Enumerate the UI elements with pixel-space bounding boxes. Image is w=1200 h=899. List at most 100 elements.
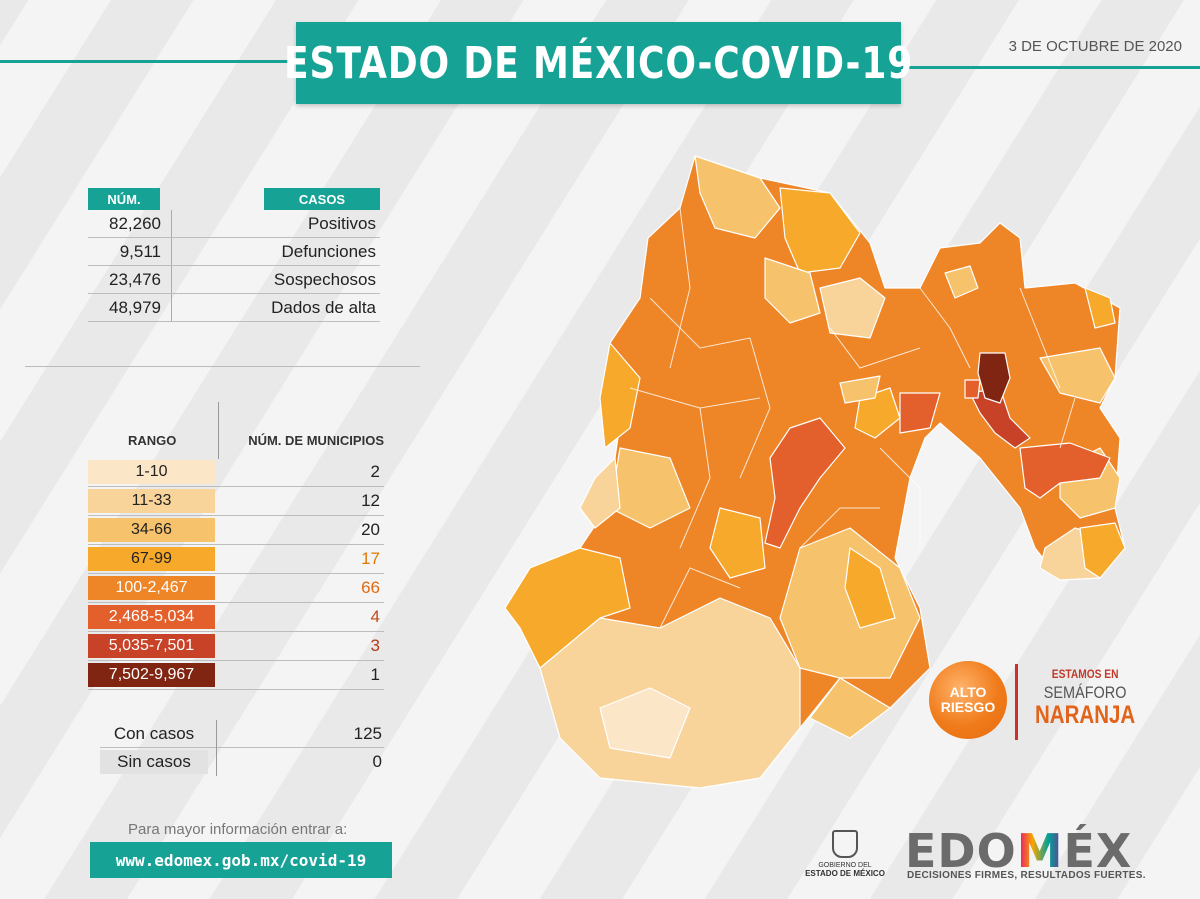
municipality-count: 12 xyxy=(361,491,380,510)
municipality-region xyxy=(539,597,801,788)
municipality-count: 2 xyxy=(370,462,380,481)
stats-row: 82,260 Positivos xyxy=(88,210,380,238)
legend-row: 1-10 2 xyxy=(88,458,384,487)
stats-rows: 82,260 Positivos 9,511 Defunciones 23,476 Sos… xyxy=(88,210,380,322)
municipality-count: 3 xyxy=(370,636,380,655)
range-swatch: 100-2,467 xyxy=(88,576,215,600)
report-date: 3 DE OCTUBRE DE 2020 xyxy=(1008,38,1182,55)
header-rule-left xyxy=(0,60,296,63)
without-cases-label: Sin casos xyxy=(100,750,208,774)
semaforo-text: SEMÁFORO xyxy=(1043,683,1127,702)
range-swatch: 34-66 xyxy=(88,518,215,542)
municipality-region xyxy=(1084,287,1116,329)
municipal-border xyxy=(919,287,971,369)
page-title: ESTADO DE MÉXICO-COVID-19 xyxy=(283,37,914,89)
cases-summary: Con casos 125 Sin casos 0 xyxy=(100,719,384,776)
with-cases-value: 125 xyxy=(353,723,382,743)
municipality-region xyxy=(599,687,691,759)
header-rule-right xyxy=(901,66,1200,69)
legend-row: 5,035-7,501 3 xyxy=(88,632,384,661)
legend-row: 67-99 17 xyxy=(88,545,384,574)
gob-line1: GOBIERNO DEL xyxy=(818,862,872,869)
range-swatch: 1-10 xyxy=(88,460,215,484)
municipal-border xyxy=(669,207,691,369)
stat-label: Dados de alta xyxy=(271,297,376,317)
stats-table: NÚM. CASOS 82,260 Positivos 9,511 Defuncion… xyxy=(88,188,380,322)
municipal-border xyxy=(649,297,751,349)
cases-separator xyxy=(216,719,217,748)
alto-text: ALTO xyxy=(949,684,987,700)
municipality-count: 4 xyxy=(370,607,380,626)
gob-line2: ESTADO DE MÉXICO xyxy=(805,869,885,878)
high-risk-badge: ALTO RIESGO xyxy=(929,661,1007,739)
municipal-border xyxy=(879,447,921,548)
legend-row: 7,502-9,967 1 xyxy=(88,661,384,690)
cases-separator xyxy=(216,748,217,776)
municipality-region xyxy=(819,277,886,339)
legend-divider xyxy=(218,402,219,459)
stats-row: 48,979 Dados de alta xyxy=(88,294,380,322)
stat-value: 82,260 xyxy=(88,210,172,237)
edomex-tagline: DECISIONES FIRMES, RESULTADOS FUERTES. xyxy=(907,870,1146,881)
municipality-count: 66 xyxy=(361,578,380,597)
state-seal-icon xyxy=(832,830,858,858)
cases-without-row: Sin casos 0 xyxy=(100,748,384,776)
section-divider xyxy=(25,366,420,367)
edomex-suffix: ÉX xyxy=(1063,824,1133,878)
municipality-region xyxy=(709,507,766,579)
stats-col-num: NÚM. xyxy=(88,188,160,210)
legend-row: 11-33 12 xyxy=(88,487,384,516)
government-logo: GOBIERNO DEL ESTADO DE MÉXICO xyxy=(800,830,890,878)
stats-header: NÚM. CASOS xyxy=(88,188,380,210)
stat-label: Defunciones xyxy=(281,241,376,261)
title-banner: ESTADO DE MÉXICO-COVID-19 xyxy=(284,22,912,104)
municipality-region xyxy=(899,392,941,434)
municipality-region xyxy=(1019,442,1111,499)
badge-separator xyxy=(1015,664,1018,740)
with-cases-label: Con casos xyxy=(113,723,195,743)
info-text: Para mayor información entrar a: xyxy=(128,821,348,838)
municipality-region xyxy=(694,155,781,239)
covid-url-link[interactable]: www.edomex.gob.mx/covid-19 xyxy=(90,842,392,878)
municipal-border xyxy=(659,567,741,629)
municipality-region xyxy=(1039,347,1116,404)
municipality-region xyxy=(764,417,846,549)
municipality-map xyxy=(504,155,1126,788)
range-swatch: 67-99 xyxy=(88,547,215,571)
municipality-region xyxy=(1079,522,1126,579)
municipality-count: 17 xyxy=(361,549,380,568)
range-legend: RANGO NÚM. DE MUNICIPIOS 1-10 2 11-33 12 34-… xyxy=(88,402,384,690)
stat-label: Positivos xyxy=(307,213,376,233)
range-swatch: 7,502-9,967 xyxy=(88,663,215,687)
stat-value: 23,476 xyxy=(88,266,172,293)
municipality-region xyxy=(809,677,891,739)
without-cases-value: 0 xyxy=(372,752,382,771)
legend-row: 100-2,467 66 xyxy=(88,574,384,603)
stats-row: 23,476 Sospechosos xyxy=(88,266,380,294)
edomex-prefix: EDO xyxy=(905,824,1017,878)
municipal-border xyxy=(679,407,711,549)
municipality-region xyxy=(844,547,896,629)
range-swatch: 2,468-5,034 xyxy=(88,605,215,629)
range-swatch: 11-33 xyxy=(88,489,215,513)
municipal-border xyxy=(739,337,771,479)
legend-row: 2,468-5,034 4 xyxy=(88,603,384,632)
municipality-region xyxy=(854,387,901,439)
legend-row: 34-66 20 xyxy=(88,516,384,545)
range-swatch: 5,035-7,501 xyxy=(88,634,215,658)
municipality-region xyxy=(779,187,861,274)
legend-header: RANGO NÚM. DE MUNICIPIOS xyxy=(88,402,384,458)
municipality-region xyxy=(944,265,979,299)
stat-label: Sospechosos xyxy=(273,269,376,289)
stat-value: 9,511 xyxy=(88,238,172,265)
cases-with-row: Con casos 125 xyxy=(100,719,384,748)
estamos-text: ESTAMOS EN xyxy=(1051,667,1119,681)
stats-row: 9,511 Defunciones xyxy=(88,238,380,266)
map-regions xyxy=(504,155,1126,788)
municipality-region xyxy=(579,457,621,529)
edomex-m: M xyxy=(1016,824,1064,878)
legend-rows: 1-10 2 11-33 12 34-66 20 67-99 17 100-2,467 66 2,4… xyxy=(88,458,384,690)
riesgo-text: RIESGO xyxy=(940,699,996,715)
stats-col-cases: CASOS xyxy=(264,188,380,210)
naranja-text: NARANJA xyxy=(1035,701,1136,729)
